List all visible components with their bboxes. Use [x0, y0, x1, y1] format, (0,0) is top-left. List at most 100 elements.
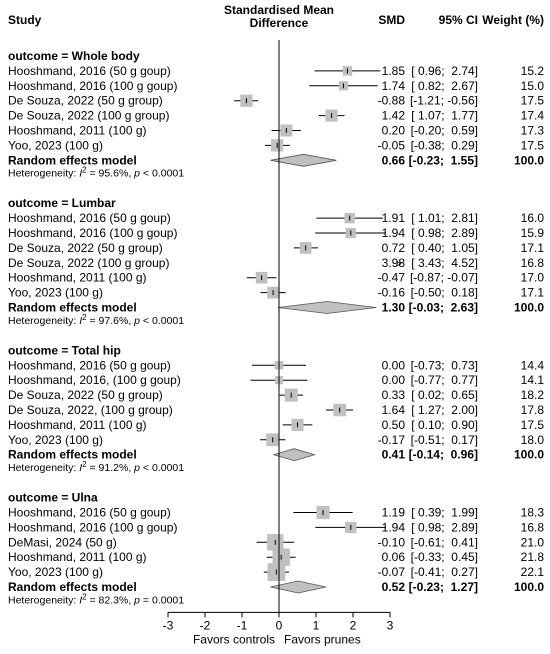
- group-title: outcome = Whole body: [8, 49, 140, 63]
- study-weight: 17.8: [521, 403, 545, 417]
- header-weight: Weight (%): [482, 13, 544, 27]
- heterogeneity-sup: 2: [82, 166, 87, 175]
- study-smd: 0.00: [382, 373, 406, 387]
- study-ci: [-0.20; 0.59]: [411, 124, 478, 138]
- study-smd: 0.00: [382, 358, 406, 372]
- study-ci: [ 0.39; 1.99]: [411, 506, 478, 520]
- study-weight: 17.3: [521, 124, 545, 138]
- study-label: Hooshmand, 2016 (50 g goup): [8, 64, 171, 78]
- heterogeneity-prefix: Heterogeneity:: [8, 462, 79, 474]
- study-smd: -0.05: [378, 138, 406, 152]
- study-weight: 15.9: [521, 226, 545, 240]
- study-weight: 18.3: [521, 506, 545, 520]
- study-smd: 1.94: [382, 226, 406, 240]
- heterogeneity-p: p: [133, 594, 140, 606]
- study-smd: -0.88: [378, 94, 406, 108]
- study-weight: 17.1: [521, 286, 545, 300]
- summary-smd: 0.41: [382, 448, 406, 462]
- study-smd: 1.91: [382, 211, 406, 225]
- x-tick-label: -3: [163, 618, 174, 632]
- study-label: De Souza, 2022 (50 g group): [8, 94, 163, 108]
- study-ci: [ 0.98; 2.89]: [411, 226, 478, 240]
- study-ci: [ 0.02; 0.65]: [411, 388, 478, 402]
- heterogeneity-stat: = 91.2%,: [87, 462, 135, 474]
- study-ci: [-0.73; 0.73]: [411, 358, 478, 372]
- heterogeneity-stat: = 97.6%,: [87, 315, 135, 327]
- header-effect-line2: Difference: [250, 16, 309, 30]
- heterogeneity-p: p: [133, 315, 140, 327]
- heterogeneity-text: Heterogeneity: I2 = 95.6%, p < 0.0001: [8, 166, 184, 180]
- study-ci: [ 0.98; 2.89]: [411, 520, 478, 534]
- x-tick-label: 1: [313, 618, 320, 632]
- study-weight: 17.4: [521, 109, 545, 123]
- study-smd: 1.19: [382, 506, 406, 520]
- study-weight: 16.8: [521, 256, 545, 270]
- study-weight: 21.8: [521, 550, 545, 564]
- group-title: outcome = Ulna: [8, 491, 98, 505]
- summary-weight: 100.0: [514, 448, 544, 462]
- study-label: De Souza, 2022 (50 g group): [8, 388, 163, 402]
- summary-label: Random effects model: [8, 301, 137, 315]
- study-label: De Souza, 2022 (100 g group): [8, 109, 169, 123]
- summary-weight: 100.0: [514, 580, 544, 594]
- study-ci: [ 0.82; 2.67]: [411, 79, 478, 93]
- study-label: Hooshmand, 2016 (100 g goup): [8, 79, 177, 93]
- study-ci: [ 0.10; 0.90]: [411, 418, 478, 432]
- study-ci: [-0.50; 0.18]: [411, 286, 478, 300]
- study-weight: 18.0: [521, 433, 545, 447]
- header-study: Study: [8, 13, 42, 27]
- study-weight: 14.4: [521, 358, 545, 372]
- summary-ci: [-0.14; 0.96]: [409, 448, 478, 462]
- study-weight: 15.2: [521, 64, 545, 78]
- heterogeneity-prefix: Heterogeneity:: [8, 315, 79, 327]
- study-label: Hooshmand, 2011 (100 g): [8, 271, 147, 285]
- study-ci: [-0.41; 0.27]: [411, 565, 478, 579]
- heterogeneity-i: I: [79, 462, 82, 474]
- study-ci: [ 0.96; 2.74]: [411, 64, 478, 78]
- study-label: Yoo, 2023 (100 g): [8, 286, 103, 300]
- study-label: De Souza, 2022 (50 g group): [8, 241, 163, 255]
- study-smd: 1.42: [382, 109, 406, 123]
- study-weight: 21.0: [521, 535, 545, 549]
- heterogeneity-text: Heterogeneity: I2 = 97.6%, p < 0.0001: [8, 313, 184, 327]
- summary-label: Random effects model: [8, 153, 137, 167]
- header-ci: 95% CI: [439, 13, 478, 27]
- x-axis: -3 -2 -1 0 1 2 3 Favors controls Favors prunes: [163, 40, 394, 646]
- study-weight: 17.5: [521, 138, 545, 152]
- summary-ci: [-0.03; 2.63]: [409, 301, 478, 315]
- summary-smd: 0.66: [382, 153, 406, 167]
- group-title: outcome = Lumbar: [8, 196, 116, 210]
- study-ci: [-0.33; 0.45]: [411, 550, 478, 564]
- study-smd: 1.64: [382, 403, 406, 417]
- x-label-right: Favors prunes: [284, 632, 361, 646]
- study-ci: [-0.38; 0.29]: [411, 138, 478, 152]
- study-weight: 16.0: [521, 211, 545, 225]
- study-label: DeMasi, 2024 (50 g): [8, 535, 117, 549]
- study-weight: 16.8: [521, 520, 545, 534]
- heterogeneity-p: p: [133, 168, 140, 180]
- summary-label: Random effects model: [8, 448, 137, 462]
- heterogeneity-p-text: < 0.0001: [140, 462, 184, 474]
- heterogeneity-stat: = 82.3%,: [87, 594, 135, 606]
- summary-diamond: [277, 301, 377, 314]
- heterogeneity-p-text: < 0.0001: [140, 315, 184, 327]
- study-smd: 0.50: [382, 418, 406, 432]
- study-ci: [-0.51; 0.17]: [411, 433, 478, 447]
- heterogeneity-p: p: [133, 462, 140, 474]
- study-weight: 17.5: [521, 94, 545, 108]
- summary-diamond: [270, 580, 327, 594]
- x-tick-label: 0: [276, 618, 283, 632]
- study-label: Hooshmand, 2016 (100 g goup): [8, 520, 177, 534]
- study-smd: -0.17: [378, 433, 406, 447]
- column-headers: Study Standardised Mean Difference SMD 9…: [8, 3, 544, 30]
- summary-smd: 0.52: [382, 580, 406, 594]
- study-label: Yoo, 2023 (100 g): [8, 138, 103, 152]
- study-ci: [ 1.01; 2.81]: [411, 211, 478, 225]
- study-label: De Souza, 2022, (100 g group): [8, 403, 173, 417]
- study-label: Hooshmand, 2016 (100 g goup): [8, 226, 177, 240]
- study-label: Hooshmand, 2016 (50 g goup): [8, 506, 171, 520]
- heterogeneity-text: Heterogeneity: I2 = 82.3%, p = 0.0001: [8, 592, 184, 606]
- study-ci: [-1.21; -0.56]: [410, 94, 478, 108]
- study-smd: 0.72: [382, 241, 406, 255]
